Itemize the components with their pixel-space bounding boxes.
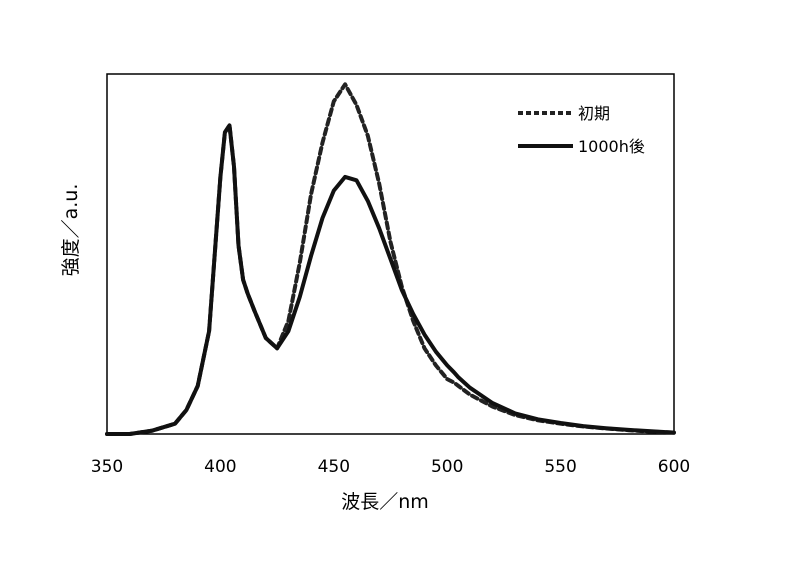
series-line-1000h bbox=[105, 123, 676, 436]
x-tick-label: 600 bbox=[658, 457, 690, 477]
legend-label-initial: 初期 bbox=[578, 104, 610, 123]
x-axis-label: 波長／nm bbox=[341, 491, 429, 513]
series-layer bbox=[105, 82, 676, 436]
legend: 初期 1000h後 bbox=[508, 95, 663, 160]
x-axis-ticks: 350 400 450 500 550 600 bbox=[91, 457, 690, 477]
legend-label-1000h: 1000h後 bbox=[578, 137, 645, 156]
x-tick-label: 350 bbox=[91, 457, 123, 477]
y-axis-label: 強度／a.u. bbox=[60, 184, 82, 277]
legend-box bbox=[508, 95, 663, 160]
x-tick-label: 550 bbox=[544, 457, 576, 477]
x-tick-label: 450 bbox=[318, 457, 350, 477]
x-tick-label: 400 bbox=[204, 457, 236, 477]
x-tick-label: 500 bbox=[431, 457, 463, 477]
